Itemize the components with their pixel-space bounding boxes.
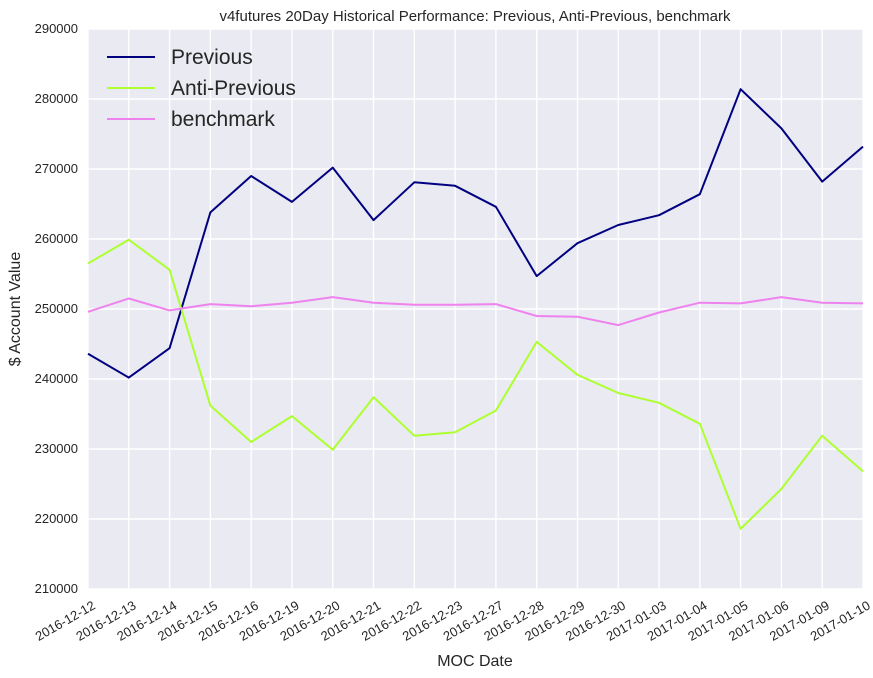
legend-label: Anti-Previous xyxy=(171,77,296,100)
y-tick-label: 290000 xyxy=(35,21,78,36)
y-tick-label: 240000 xyxy=(35,371,78,386)
x-axis-label: MOC Date xyxy=(437,653,513,670)
y-tick-label: 270000 xyxy=(35,161,78,176)
legend-label: benchmark xyxy=(171,108,275,131)
legend: Previous Anti-Previous benchmark xyxy=(107,46,296,131)
chart-title: v4futures 20Day Historical Performance: … xyxy=(219,8,731,25)
x-tick-labels: 2016-12-122016-12-132016-12-142016-12-15… xyxy=(33,598,873,644)
y-tick-label: 230000 xyxy=(35,441,78,456)
y-tick-label: 260000 xyxy=(35,231,78,246)
y-tick-label: 220000 xyxy=(35,511,78,526)
y-tick-label: 250000 xyxy=(35,301,78,316)
series-line-benchmark xyxy=(87,296,864,327)
y-tick-labels: 210000 220000 230000 240000 250000 260000 2700… xyxy=(35,21,78,596)
y-axis-label: $ Account Value xyxy=(7,252,24,367)
legend-label: Previous xyxy=(171,46,253,69)
series-lines xyxy=(87,88,864,530)
series-line-anti-previous xyxy=(87,238,864,530)
y-tick-label: 210000 xyxy=(35,581,78,596)
series-line-previous xyxy=(87,88,864,379)
y-tick-label: 280000 xyxy=(35,91,78,106)
gridlines xyxy=(87,28,864,590)
